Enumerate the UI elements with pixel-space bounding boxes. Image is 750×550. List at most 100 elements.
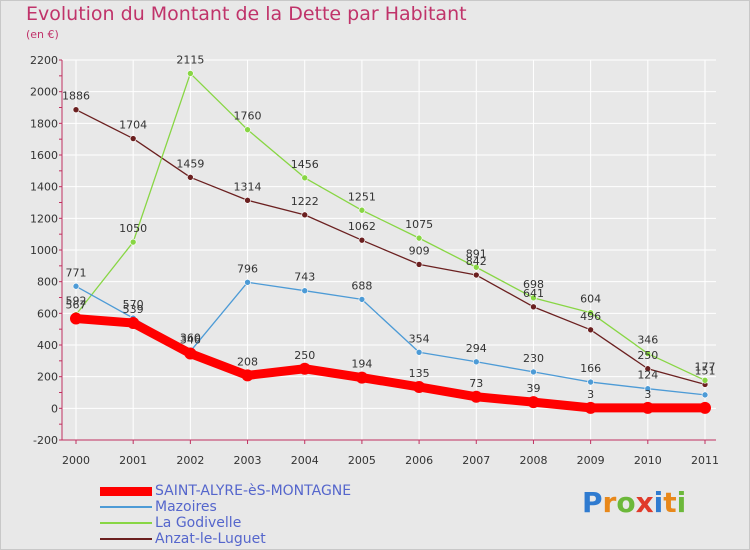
data-label: 909 [409,244,430,257]
data-label: 641 [523,287,544,300]
data-label: 771 [66,266,87,279]
data-label: 567 [66,299,87,312]
proxiti-logo: Proxiti [582,486,686,519]
data-label: 688 [351,279,372,292]
data-label: 194 [351,358,372,371]
legend-item: Anzat-le-Luguet [100,531,351,547]
data-label: 135 [409,367,430,380]
legend-label: Anzat-le-Luguet [155,531,266,547]
data-label: 346 [637,334,658,347]
data-label: 151 [695,364,716,377]
y-tick-label: 600 [37,307,58,320]
data-point [530,368,537,376]
data-point [244,196,251,204]
legend-swatch [100,486,152,496]
logo-letter: P [582,486,603,519]
y-tick-label: 0 [51,402,58,415]
data-label: 2115 [176,53,204,66]
data-label: 1704 [119,119,147,132]
x-tick-label: 2002 [176,454,204,467]
data-label: 294 [466,342,487,355]
data-label: 1459 [176,157,204,170]
data-label: 1314 [234,180,262,193]
data-point [530,294,537,302]
data-label: 604 [580,293,601,306]
data-point [244,278,251,286]
x-tick-label: 2005 [348,454,376,467]
legend-label: SAINT-ALYRE-èS-MONTAGNE [155,483,352,499]
y-tick-label: 1200 [30,212,58,225]
x-tick-label: 2000 [62,454,90,467]
data-label: 1886 [62,90,90,103]
data-label: 346 [180,334,201,347]
data-label: 1760 [234,110,262,123]
data-point [301,174,309,182]
data-point [587,378,594,386]
data-label: 354 [409,332,430,345]
data-label: 539 [123,303,144,316]
logo-letter: t [663,486,677,519]
data-label: 496 [580,310,601,323]
data-label: 3 [644,388,651,401]
legend-item: La Godivelle [100,515,351,531]
chart-subtitle: (en €) [26,28,59,41]
legend: SAINT-ALYRE-èS-MONTAGNE Mazoires La Godi… [100,483,351,547]
data-point [587,309,594,317]
data-label: 73 [469,377,483,390]
data-point [129,238,137,246]
data-point [701,391,709,399]
data-point [72,106,80,114]
data-point [415,234,423,242]
data-label: 250 [294,349,315,362]
y-tick-label: -200 [33,434,58,447]
data-point [184,347,197,360]
data-point [701,377,709,384]
y-tick-label: 400 [37,339,58,352]
data-point [472,263,480,271]
data-label: 1251 [348,190,376,203]
data-label: 208 [237,355,258,368]
data-point [413,380,426,393]
data-point [129,135,137,142]
data-point [584,401,597,414]
data-label: 250 [637,349,658,362]
data-point [641,401,654,414]
data-label: 360 [180,331,201,344]
data-point [699,401,711,414]
legend-swatch [100,538,152,540]
data-point [187,70,194,77]
legend-swatch [100,522,152,524]
data-point [358,236,366,244]
data-point [72,282,80,290]
data-point [301,211,309,219]
data-label: 1456 [291,158,319,171]
y-tick-label: 1600 [30,149,58,162]
x-tick-label: 2001 [119,454,147,467]
x-tick-label: 2003 [234,454,262,467]
logo-letter: i [653,486,664,519]
data-label: 39 [526,382,540,395]
data-label: 592 [66,295,87,308]
logo-letter: x [635,486,654,519]
legend-item: SAINT-ALYRE-èS-MONTAGNE [100,483,351,499]
data-point [587,326,594,334]
series-line [75,72,706,381]
data-label: 570 [123,298,144,311]
data-label: 166 [580,362,601,375]
data-point [530,303,537,311]
logo-letter: o [616,486,636,519]
legend-swatch [100,506,152,508]
x-tick-label: 2009 [577,454,605,467]
data-point [301,287,309,294]
x-tick-label: 2010 [634,454,662,467]
y-tick-label: 2000 [30,86,58,99]
data-label: 796 [237,262,258,275]
data-point [298,362,311,375]
data-point [472,358,480,366]
x-tick-label: 2008 [519,454,547,467]
data-point [644,350,652,357]
logo-letter: i [676,486,687,519]
y-tick-label: 800 [37,276,58,289]
data-label: 230 [523,352,544,365]
